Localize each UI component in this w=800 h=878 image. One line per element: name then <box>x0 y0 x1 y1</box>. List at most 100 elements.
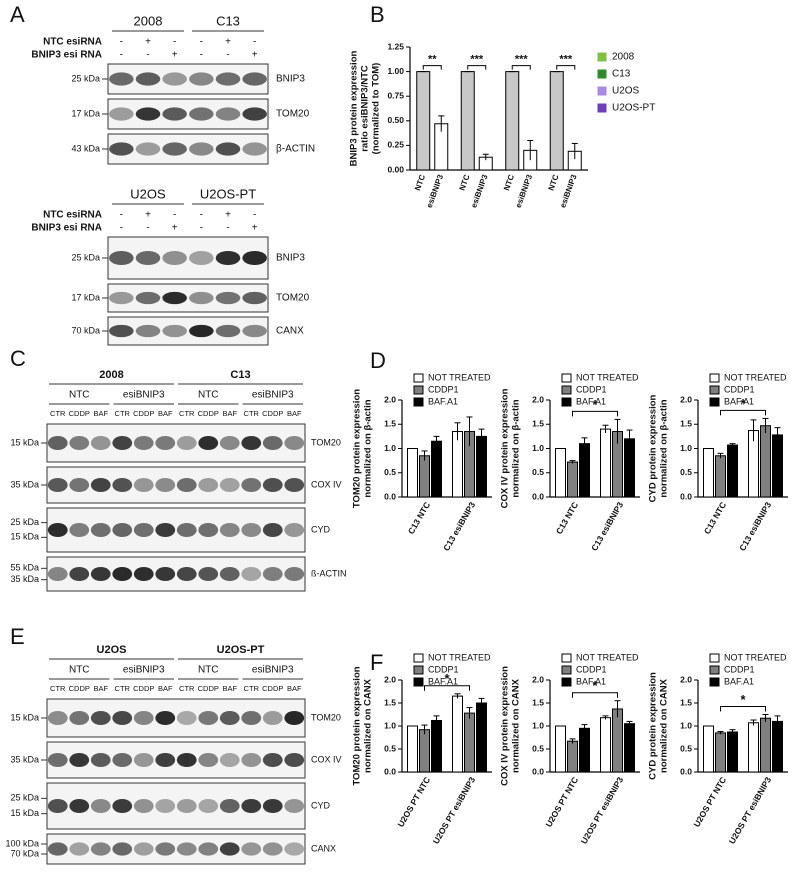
band <box>135 324 161 338</box>
legend-swatch <box>413 677 424 687</box>
sign: + <box>252 223 258 234</box>
y-tick-label: 0.00 <box>387 164 404 174</box>
sign: - <box>253 210 256 221</box>
bar <box>715 732 726 773</box>
band <box>219 799 240 813</box>
band <box>112 567 133 581</box>
significance-label: * <box>740 396 746 411</box>
band <box>176 523 197 537</box>
legend-swatch <box>709 653 720 663</box>
bar <box>419 729 430 773</box>
band <box>69 567 90 581</box>
group-label: U2OS-PT <box>200 186 256 201</box>
legend-label: NOT TREATED <box>428 652 491 662</box>
legend-swatch <box>413 385 424 395</box>
bar <box>600 428 611 498</box>
band <box>90 842 111 856</box>
bar <box>452 695 463 773</box>
subgroup-label: esiBNIP3 <box>252 390 294 401</box>
band <box>241 567 262 581</box>
band <box>109 107 134 121</box>
bar <box>464 712 475 773</box>
band <box>162 72 187 86</box>
legend-swatch <box>561 653 572 663</box>
blot-frame <box>46 782 306 830</box>
band <box>162 324 187 338</box>
legend-label: CDDP1 <box>576 384 607 394</box>
band <box>162 291 187 305</box>
band <box>242 72 267 86</box>
band <box>133 567 154 581</box>
sign: + <box>225 210 231 221</box>
band <box>241 842 262 856</box>
band <box>90 436 111 450</box>
blot-frame <box>46 556 306 592</box>
band <box>176 436 197 450</box>
y-axis-label: COX IV protein expression <box>500 388 511 508</box>
bar <box>460 71 475 171</box>
band <box>133 842 154 856</box>
band <box>112 799 133 813</box>
band <box>133 753 154 767</box>
legend-swatch <box>709 677 720 687</box>
y-axis-label: TOM20 protein expression <box>352 389 363 508</box>
band <box>219 436 240 450</box>
sign: + <box>172 50 178 61</box>
marker-label: 35 kDa <box>10 754 39 764</box>
bar <box>703 448 714 498</box>
legend-label: C13 <box>612 69 631 80</box>
panel-label: C <box>10 346 26 371</box>
lane-label: CTR <box>50 684 66 693</box>
lane-label: CTR <box>50 409 66 418</box>
legend-swatch <box>597 52 607 62</box>
band <box>112 842 133 856</box>
sign: - <box>226 223 229 234</box>
legend-label: BAF.A1 <box>576 396 606 406</box>
row-label: BNIP3 esi RNA <box>31 223 102 234</box>
y-tick-label: 0.5 <box>532 467 544 477</box>
band <box>135 72 161 86</box>
sign: - <box>120 223 123 234</box>
band <box>198 523 219 537</box>
lane-label: BAF <box>93 409 108 418</box>
lane-label: CDDP <box>133 409 154 418</box>
marker-label: 35 kDa <box>10 574 39 584</box>
legend-label: U2OS <box>612 86 640 97</box>
group-label: C13 <box>216 13 240 28</box>
bar <box>727 731 738 773</box>
y-tick-label: 2.0 <box>384 674 396 684</box>
lane-label: BAF <box>222 409 237 418</box>
legend-label: U2OS-PT <box>612 103 655 114</box>
lane-label: CTR <box>179 684 195 693</box>
significance-bracket <box>467 65 487 70</box>
band <box>198 842 219 856</box>
y-tick-label: 0.75 <box>387 90 404 100</box>
marker-label: 25 kDa <box>71 73 100 83</box>
lane-label: CDDP <box>198 409 219 418</box>
blot-frame <box>46 698 306 738</box>
y-tick-label: 2.0 <box>532 674 544 684</box>
bar <box>727 444 738 498</box>
sign: - <box>173 210 176 221</box>
band <box>219 478 240 492</box>
band <box>162 107 187 121</box>
lane-label: CTR <box>179 409 195 418</box>
band <box>47 478 68 492</box>
bar <box>549 71 564 171</box>
band <box>241 799 262 813</box>
y-tick-label: 1.0 <box>680 443 692 453</box>
legend-swatch <box>561 373 572 383</box>
marker-label: 70 kDa <box>71 325 100 335</box>
blot-frame <box>46 833 306 865</box>
band <box>47 842 68 856</box>
band <box>198 567 219 581</box>
sign: - <box>120 210 123 221</box>
blot-frame <box>46 741 306 779</box>
legend-label: NOT TREATED <box>576 652 639 662</box>
band <box>241 436 262 450</box>
band <box>189 107 214 121</box>
legend-swatch <box>413 653 424 663</box>
significance-bracket <box>572 410 618 417</box>
band <box>135 291 161 305</box>
